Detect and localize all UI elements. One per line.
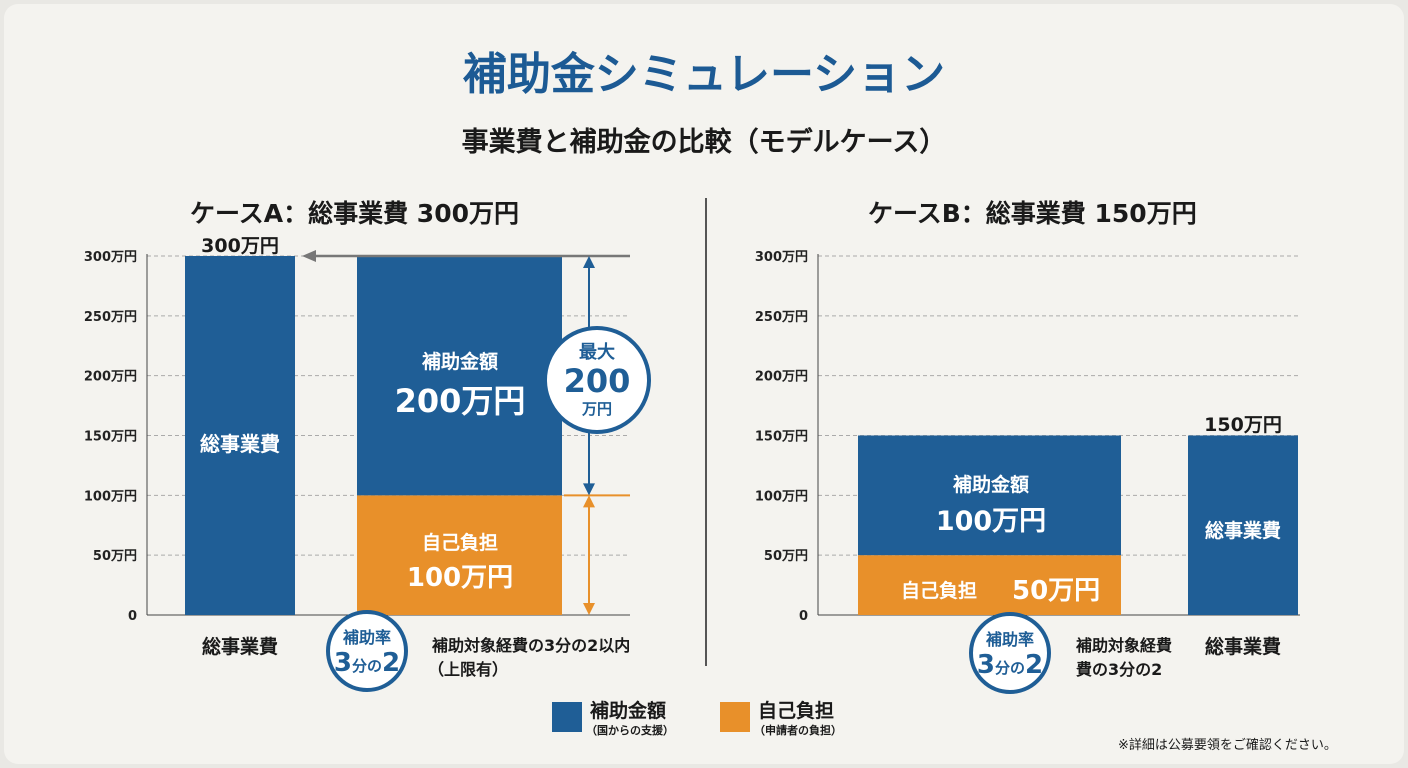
legend-swatch-subsidy [552,702,582,732]
legend-self-label: 自己負担 [758,700,835,722]
case-a-subsidy-label: 補助金額 [421,351,499,373]
bar-segment-self [357,495,562,615]
max-badge-value: 200 [563,362,631,400]
case-b-subsidy-label: 補助金額 [952,474,1030,496]
bar-total [1188,435,1298,615]
y-tick-label: 50万円 [93,549,137,564]
page-title: 補助金シミュレーション [462,49,946,100]
legend-subsidy-label: 補助金額 [590,700,667,722]
case-b-subsidy-amount: 100万円 [935,506,1047,537]
rate-num2: 2 [382,648,401,678]
y-tick-label: 100万円 [755,489,808,504]
max-badge-line1: 最大 [579,342,615,363]
rate-num1: 3 [976,650,995,680]
case-b-self-amount: 50万円 [1012,576,1101,606]
rate-num2: 2 [1025,650,1044,680]
case-b-xlabel-total: 総事業費 [1204,636,1282,658]
arrow-head-left [302,250,316,262]
page-subtitle: 事業費と補助金の比較（モデルケース） [461,127,947,158]
y-tick-label: 200万円 [84,370,137,385]
rate-mid: 分の [994,659,1025,677]
case-b-total-bar-label: 総事業費 [1204,520,1282,542]
max-200-badge: 最大 200 万円 [543,326,651,434]
case-b-total-top-label: 150万円 [1204,414,1282,436]
case-a-total-bar-label: 総事業費 [200,432,280,456]
case-a-rate-badge: 補助率 3分の2 [326,610,408,692]
legend-swatch-self [720,702,750,732]
case-a-subsidy-amount: 200万円 [394,382,526,420]
y-tick-label: 150万円 [84,430,137,445]
case-a-xlabel-total: 総事業費 [201,636,279,658]
legend-subsidy-sub: （国からの支援） [586,724,674,737]
y-tick-label: 150万円 [755,430,808,445]
case-b-note-2: 費の3分の2 [1076,660,1163,679]
rate-num1: 3 [333,648,352,678]
bar-segment-subsidy [858,435,1121,556]
y-tick-label: 50万円 [764,549,808,564]
y-tick-label: 0 [128,609,137,624]
infographic-card: 0 50万円 100万円 150万円 200万円 250万円 300万円 0 50万円 100万円… [4,4,1404,764]
self-arrow-heads [583,495,595,615]
bar-total [185,256,295,615]
case-a-self-label: 自己負担 [421,532,499,554]
case-b-note-1: 補助対象経費 [1076,636,1173,655]
footnote: ※詳細は公募要領をご確認ください。 [1118,738,1337,753]
case-b-title: ケースB：総事業費 150万円 [868,199,1197,228]
y-tick-label: 300万円 [84,250,137,265]
divider [705,198,707,666]
y-tick-label: 250万円 [755,310,808,325]
rate-badge-label: 補助率 [985,630,1034,649]
max-badge-unit: 万円 [581,400,612,418]
y-tick-label: 300万円 [755,250,808,265]
y-tick-label: 250万円 [84,310,137,325]
case-b-self-label: 自己負担 [901,580,978,602]
y-tick-label: 0 [799,609,808,624]
bar-segment-self [858,555,1121,615]
rate-badge-label: 補助率 [342,628,391,647]
case-a-note-2: （上限有） [428,660,509,679]
chart-canvas: 0 50万円 100万円 150万円 200万円 250万円 300万円 0 50万円 100万円… [84,250,1300,624]
legend-self-sub: （申請者の負担） [754,724,842,737]
case-a-total-top-label: 300万円 [201,235,279,257]
bar-segment-subsidy [357,256,562,496]
case-a-note-1: 補助対象経費の3分の2以内 [432,636,631,655]
rate-mid: 分の [351,657,382,675]
case-a-title: ケースA：総事業費 300万円 [190,199,519,228]
y-tick-label: 100万円 [84,489,137,504]
y-tick-label: 200万円 [755,370,808,385]
case-a-self-amount: 100万円 [406,563,514,593]
case-b-rate-badge: 補助率 3分の2 [969,612,1051,694]
